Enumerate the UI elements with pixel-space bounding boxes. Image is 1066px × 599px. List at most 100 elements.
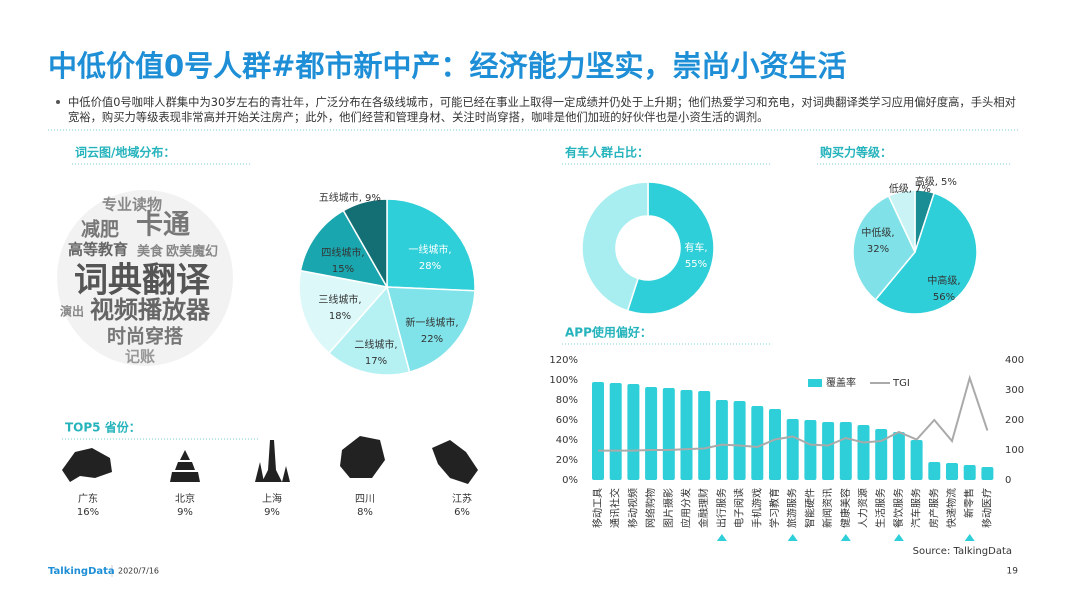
x-tick-label: 移动医疗 [980,488,993,528]
y2-tick-label: 0 [1005,475,1011,486]
slice-value: 18% [329,311,351,322]
word: 视频播放器 [90,296,211,324]
tgi-line [598,374,989,452]
pie-slice [386,286,476,373]
legend-swatch [808,379,822,387]
slice-label: 新一线城市, [405,316,458,329]
x-tick-label: 手机游戏 [750,488,763,528]
legend-label: TGI [892,378,910,389]
province-name: 北京 [175,492,195,505]
section-title: 有车人群占比： [565,145,649,160]
bullet-text: 中低价值0号咖啡人群集中为30岁左右的青壮年，广泛分布在各级线城市，可能已经在事… [68,96,1016,124]
bar [662,388,675,480]
logo: TalkingData [48,566,115,577]
slice-value: 32% [867,244,889,255]
slice-value: 9% [365,193,381,204]
pie-slice [342,198,388,290]
word: 专业读物 [102,196,162,214]
bullet-dot [56,100,60,104]
y-tick-label: 20% [556,455,578,466]
slice-value: 28% [419,261,441,272]
bar [751,406,764,480]
date: 2020/7/16 [118,567,159,576]
section-title: APP使用偏好： [565,325,652,340]
x-tick-label: 健康美容 [839,488,852,528]
x-tick-label: 餐饮服务 [892,488,905,528]
word: 演出 [60,304,84,319]
y2-tick-label: 200 [1005,415,1024,426]
province-value: 9% [264,507,280,518]
bar [910,440,923,480]
x-tick-label: 人力资源 [857,488,870,528]
slice-label: 一线城市, [408,243,451,256]
bar [804,420,817,480]
highlight-marker [840,534,851,541]
slice-label: 三线城市, [318,293,361,306]
highlight-marker [787,534,798,541]
bar [680,390,693,480]
word: 欧美魔幻 [166,244,218,260]
bar [627,384,640,480]
pie-slice [626,181,715,315]
x-tick-label: 金融理财 [697,488,710,528]
page-number: 19 [1007,567,1019,577]
word: 高等教育 [68,241,128,259]
y2-tick-label: 100 [1005,445,1024,456]
province-value: 16% [77,507,99,518]
x-tick-label: 汽车服务 [910,488,923,528]
highlight-marker [893,534,904,541]
pie-slice [386,198,476,292]
word: 美食 [137,244,164,260]
y2-tick-label: 400 [1005,355,1024,366]
bar [592,382,604,480]
section-title: 购买力等级： [820,145,892,160]
bar [786,419,799,480]
slice-label: 中高级, [927,274,960,287]
x-tick-label: 网络购物 [644,488,657,528]
y-tick-label: 100% [549,375,578,386]
province-value: 8% [357,507,373,518]
pie-slice [874,192,978,315]
province-icons [62,436,478,484]
y-tick-label: 0% [562,475,578,486]
bar [963,465,976,480]
slice-value: 5% [941,177,957,188]
bar [698,391,711,480]
slice-value: 22% [421,334,443,345]
word: 词典翻译 [74,261,211,301]
legend-label: 覆盖率 [826,376,856,389]
province-value: 6% [454,507,470,518]
slice-value: 17% [365,356,387,367]
x-tick-label: 快递物流 [945,488,958,528]
slice-value: 7% [915,184,931,195]
highlight-marker [964,534,975,541]
word-cloud-bg [57,190,233,366]
bar [857,425,870,480]
x-tick-label: 图片摄影 [662,488,675,528]
bar [946,463,958,480]
slice-label: 二线城市, [354,338,397,351]
section-title: 词云图/地域分布： [75,145,175,160]
bar [892,432,905,480]
x-tick-label: 新零售 [963,488,976,518]
pie-slice [298,269,389,355]
highlight-marker [716,534,727,541]
x-tick-label: 应用分发 [680,488,693,528]
province-name: 广东 [78,492,98,505]
pie-slice [327,285,411,376]
bar [715,400,728,480]
title: 中低价值0号人群#都市新中产：经济能力坚实，崇尚小资生活 [48,49,846,83]
province-value: 9% [177,507,193,518]
x-tick-label: 生活服务 [874,488,887,528]
bar [733,401,746,480]
province-name: 江苏 [452,492,472,505]
x-tick-label: 移动工具 [591,488,604,528]
bar [981,467,994,480]
x-tick-label: 移动视频 [626,488,639,528]
y-tick-label: 40% [556,435,578,446]
slice-label: 低级, [889,182,912,195]
word: 减肥 [81,218,119,241]
y-tick-label: 120% [549,355,578,366]
word: 记账 [125,348,155,366]
